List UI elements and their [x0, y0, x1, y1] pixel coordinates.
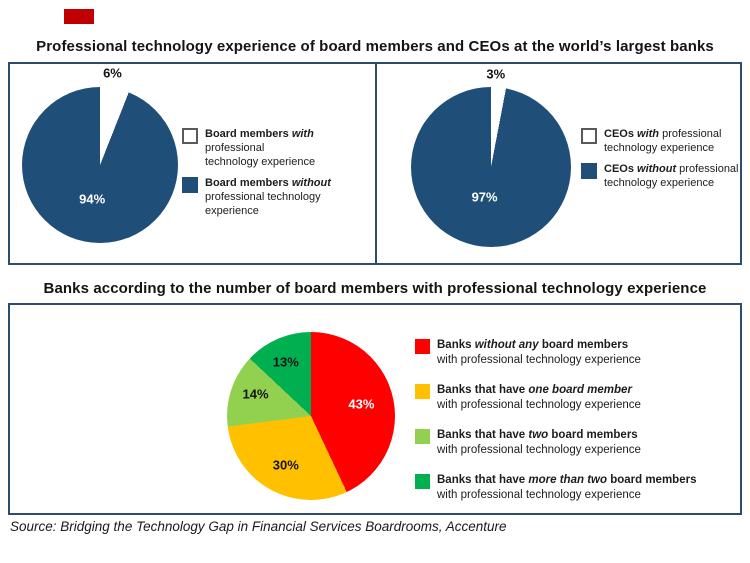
board-members-pie-chart: 6% 94% [22, 65, 178, 243]
pie-slice-label: 94% [79, 191, 106, 207]
pie-slice-label: 14% [242, 386, 269, 402]
legend-item: Banks that have one board member with pro… [415, 383, 725, 413]
legend-label: Banks that have more than two board memb… [437, 474, 697, 501]
legend-label: Banks that have one board member with pro… [437, 384, 641, 411]
banks-panel: 43% 30% 14% 13% Banks without any board mem… [8, 303, 742, 515]
pie-slice-label: 3% [486, 66, 506, 82]
top-charts-container: 6% 94% Board members with professional tec… [8, 62, 742, 265]
legend-label: Banks without any board members with prof… [437, 339, 641, 366]
legend-swatch-icon [415, 429, 430, 444]
board-members-panel: 6% 94% Board members with professional tec… [10, 64, 377, 263]
legend-swatch-icon [415, 384, 430, 399]
legend-label: CEOs with professional technology experie… [604, 128, 722, 154]
ceo-panel: 3% 97% CEOs with professional technology e… [377, 64, 740, 263]
pie-slice-label: 6% [103, 65, 122, 81]
top-section-title: Professional technology experience of bo… [36, 38, 714, 55]
pie-slice-label: 43% [348, 396, 375, 412]
bottom-section-title: Banks according to the number of board m… [43, 280, 707, 297]
ceo-pie-chart: 3% 97% [411, 67, 571, 247]
legend-label: Board members without professional techno… [205, 177, 331, 217]
legend-swatch-icon [415, 474, 430, 489]
pie-slice-label: 30% [272, 457, 299, 473]
legend-swatch-icon [415, 339, 430, 354]
legend-label: CEOs without professional technology expe… [604, 163, 739, 189]
legend-swatch-icon [182, 128, 198, 144]
legend-item: Banks without any board members with prof… [415, 338, 725, 368]
legend-item: Board members without professional techno… [182, 176, 367, 218]
red-accent-mark [64, 9, 94, 24]
banks-legend: Banks without any board members with prof… [415, 338, 725, 518]
legend-item: Board members with professional technolog… [182, 127, 367, 169]
legend-item: CEOs without professional technology expe… [581, 162, 741, 190]
legend-item: Banks that have two board members with pr… [415, 428, 725, 458]
legend-item: CEOs with professional technology experie… [581, 127, 741, 155]
board-members-legend: Board members with professional technolog… [182, 127, 367, 225]
legend-swatch-icon [182, 177, 198, 193]
legend-swatch-icon [581, 163, 597, 179]
banks-pie-chart: 43% 30% 14% 13% [227, 332, 395, 500]
legend-item: Banks that have more than two board memb… [415, 473, 725, 503]
pie-slice-label: 13% [272, 354, 299, 370]
legend-label: Banks that have two board members with pr… [437, 429, 641, 456]
legend-label: Board members with professional technolog… [205, 128, 316, 168]
pie-slice-label: 97% [471, 189, 498, 205]
ceo-legend: CEOs with professional technology experie… [581, 127, 741, 197]
source-citation: Source: Bridging the Technology Gap in F… [10, 519, 507, 534]
legend-swatch-icon [581, 128, 597, 144]
